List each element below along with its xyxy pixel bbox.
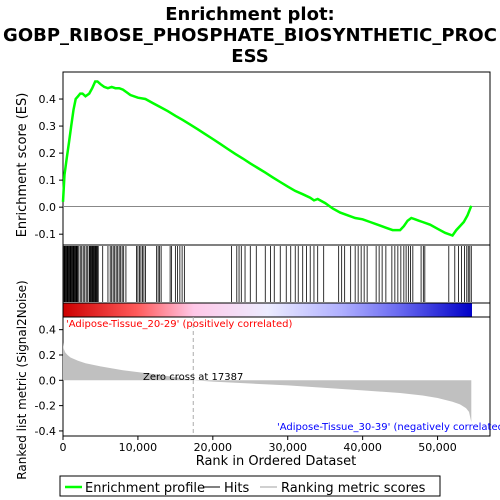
hits-panel — [62, 244, 491, 304]
metric-x-ticks: 0 10,000 20,000 30,000 40,000 50,000 — [60, 436, 457, 454]
zero-cross-label: Zero cross at 17387 — [143, 372, 243, 383]
rank-gradient-bar — [63, 303, 472, 317]
es-y-tick-label: 0.3 — [39, 120, 57, 133]
es-panel: -0.1 0.0 0.1 0.2 0.3 0.4 Enrichment score (ES… — [15, 71, 491, 246]
metric-y-axis-label: Ranked list metric (Signal2Noise) — [15, 280, 29, 479]
metric-y-tick-label: -0.2 — [35, 400, 56, 413]
ranking-metric-area — [63, 342, 472, 423]
metric-panel: Zero cross at 17387 'Adipose-Tissue_20-2… — [15, 280, 500, 479]
es-y-tick-label: -0.1 — [35, 228, 56, 241]
enrichment-profile-line — [61, 80, 473, 238]
x-axis-label: Rank in Ordered Dataset — [196, 454, 357, 469]
x-tick-label: 10,000 — [119, 441, 158, 454]
es-y-ticks: -0.1 0.0 0.1 0.2 0.3 0.4 — [35, 93, 63, 241]
chart-title-line-3: ESS — [231, 46, 268, 67]
legend: Enrichment profile Hits Ranking metric s… — [59, 475, 441, 497]
legend-frame — [59, 475, 441, 497]
legend-enrichment-label: Enrichment profile — [85, 481, 205, 496]
es-y-tick-label: 0.4 — [39, 93, 57, 106]
metric-y-ticks: -0.4 -0.2 0.0 0.2 0.4 — [35, 324, 63, 438]
chart-title-line-1: Enrichment plot: — [165, 4, 335, 25]
metric-y-tick-label: 0.2 — [39, 349, 57, 362]
metric-y-tick-label: 0.0 — [39, 374, 57, 387]
es-y-tick-label: 0.0 — [39, 201, 57, 214]
x-tick-label: 40,000 — [343, 441, 382, 454]
chart-title-line-2: GOBP_RIBOSE_PHOSPHATE_BIOSYNTHETIC_PROC — [3, 25, 497, 46]
negative-correlation-label: 'Adipose-Tissue_30-39' (negatively corre… — [277, 422, 500, 433]
metric-y-tick-label: 0.4 — [39, 324, 57, 337]
metric-y-tick-label: -0.4 — [35, 425, 56, 438]
es-y-axis-label: Enrichment score (ES) — [15, 93, 30, 238]
es-y-tick-label: 0.1 — [39, 174, 57, 187]
x-tick-label: 20,000 — [194, 441, 233, 454]
es-plot-frame — [62, 71, 491, 246]
hits-frame — [62, 244, 491, 304]
legend-hits-label: Hits — [224, 481, 249, 496]
hit-marks — [62, 246, 472, 302]
legend-metric-label: Ranking metric scores — [281, 481, 426, 496]
x-tick-label: 30,000 — [268, 441, 307, 454]
x-tick-label: 0 — [60, 441, 67, 454]
es-y-tick-label: 0.2 — [39, 147, 57, 160]
x-tick-label: 50,000 — [418, 441, 457, 454]
rank-colorbar — [62, 302, 491, 318]
positive-correlation-label: 'Adipose-Tissue_20-29' (positively corre… — [66, 319, 292, 330]
